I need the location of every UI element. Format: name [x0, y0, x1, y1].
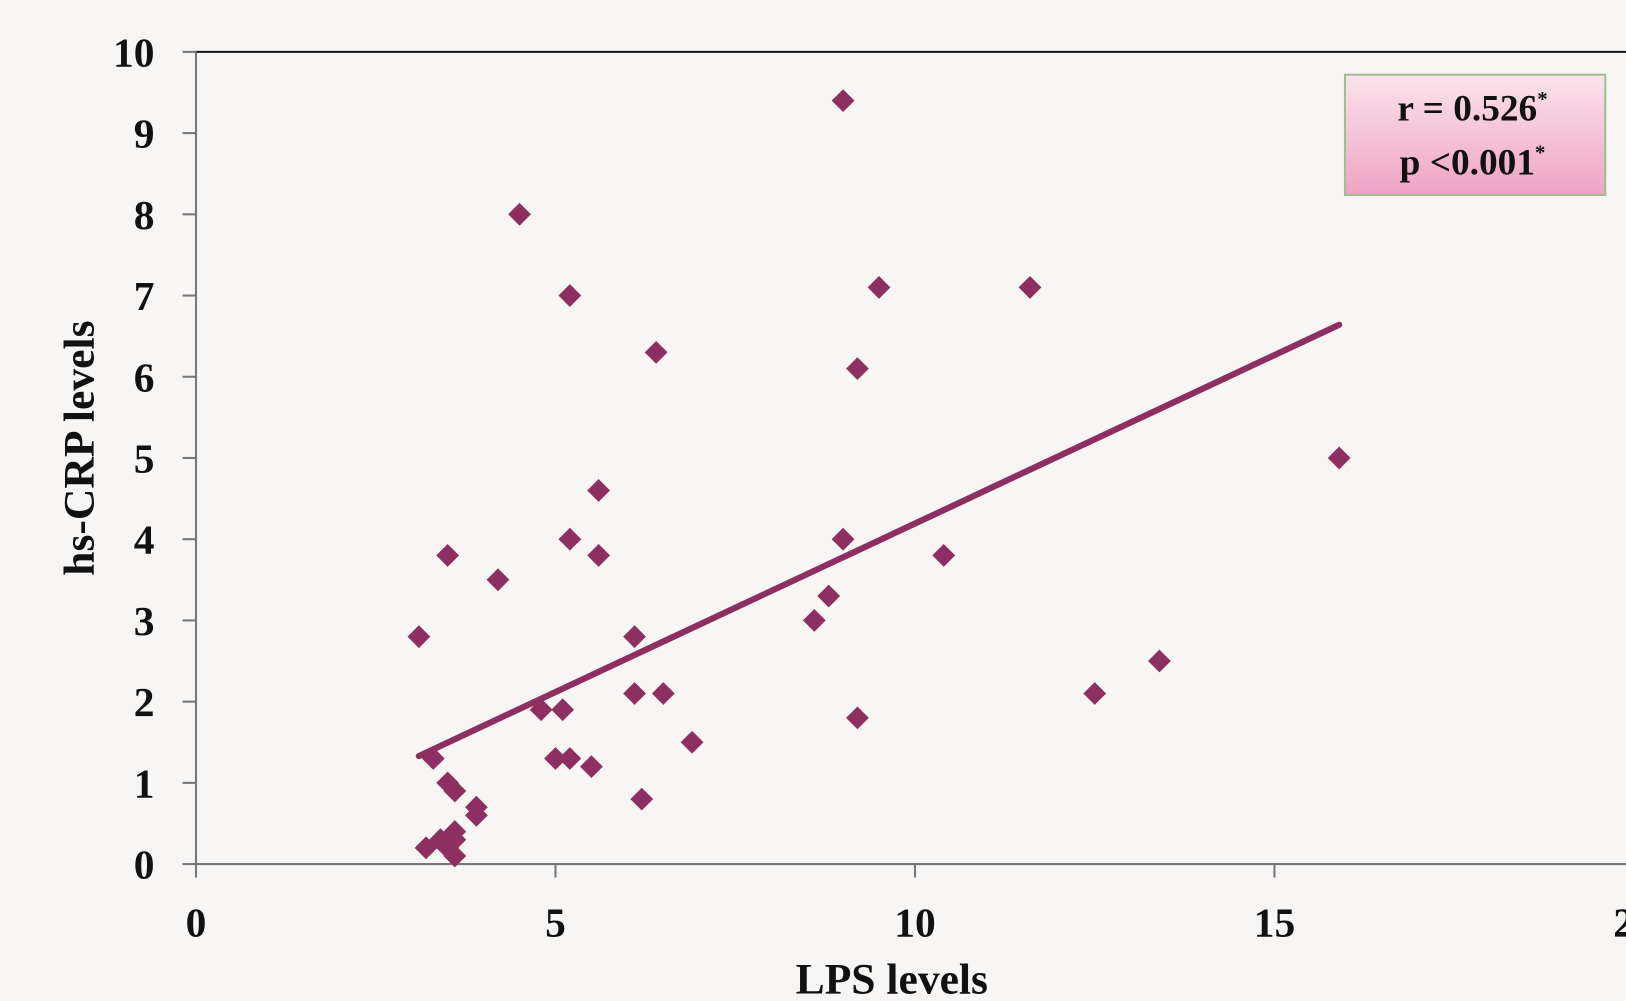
data-point [817, 584, 841, 608]
data-point [1083, 682, 1107, 705]
data-point [486, 568, 510, 592]
r-mark: * [1537, 89, 1547, 111]
data-point [551, 698, 575, 722]
r-text: r = 0.526 [1397, 88, 1537, 129]
y-tick-label: 1 [134, 760, 155, 806]
data-point [558, 527, 582, 551]
y-tick-label: 10 [113, 29, 154, 75]
x-tick-label: 20 [1613, 900, 1626, 946]
data-point [558, 747, 582, 770]
x-tick-label: 15 [1254, 900, 1295, 946]
y-tick-label: 3 [134, 598, 155, 644]
x-tick-label: 5 [545, 900, 566, 946]
data-point [436, 544, 460, 567]
data-point [1148, 649, 1171, 673]
data-point [443, 779, 467, 803]
y-axis-label: hs-CRP levels [55, 320, 103, 575]
annotation-text: p <0.001* [1400, 142, 1546, 183]
y-tick-label: 6 [134, 354, 155, 400]
data-point [623, 682, 646, 705]
y-tick-label: 5 [134, 435, 155, 481]
data-point [867, 275, 891, 299]
y-tick-label: 9 [134, 111, 155, 157]
trendline [415, 321, 1343, 760]
data-point [587, 544, 611, 567]
x-tick-label: 10 [894, 900, 935, 946]
data-point [630, 787, 654, 811]
y-tick-label: 7 [134, 273, 155, 319]
data-point [623, 625, 646, 649]
x-tick-label: 0 [186, 900, 207, 946]
data-point [421, 747, 445, 770]
p-text: p <0.001 [1400, 142, 1535, 183]
y-tick-label: 0 [134, 842, 155, 888]
p-mark: * [1535, 143, 1545, 165]
data-point [932, 544, 956, 567]
annotation-box: r = 0.526* p <0.001* [1343, 73, 1607, 197]
data-point [443, 844, 467, 868]
annotation-text: r = 0.526* [1397, 88, 1547, 129]
y-tick-label: 2 [134, 679, 155, 725]
data-point [580, 755, 603, 779]
y-tick-label: 8 [134, 192, 155, 238]
annotation-background [1343, 73, 1607, 197]
x-axis-label: LPS levels [796, 956, 988, 1001]
data-point [802, 609, 826, 632]
y-tick-label: 4 [134, 517, 155, 563]
data-point [680, 730, 704, 754]
data-point [1018, 275, 1042, 299]
